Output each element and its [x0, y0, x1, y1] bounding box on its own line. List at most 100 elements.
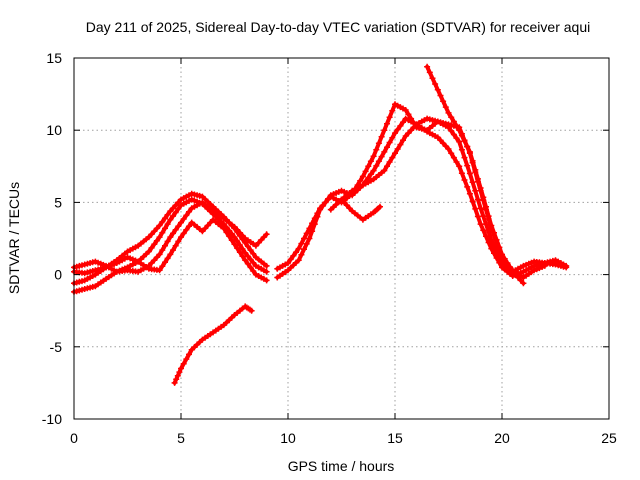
data-point-marker — [477, 205, 484, 212]
data-point-marker — [145, 248, 152, 255]
data-point-marker — [461, 138, 468, 144]
data-point-marker — [453, 159, 460, 165]
data-point-marker — [365, 163, 372, 170]
data-point-marker — [148, 244, 155, 251]
data-point-marker — [180, 230, 187, 237]
data-point-marker — [172, 226, 179, 233]
data-point-marker — [429, 75, 436, 82]
data-point-marker — [162, 225, 168, 232]
series-line — [425, 64, 526, 286]
data-point-marker — [311, 215, 318, 222]
data-point-marker — [456, 127, 463, 134]
data-point-marker — [164, 255, 171, 262]
data-point-marker — [180, 360, 187, 367]
data-point-marker — [236, 249, 243, 256]
data-point-marker — [263, 231, 270, 238]
x-tick-label: 5 — [177, 430, 185, 446]
data-point-marker — [373, 146, 380, 153]
data-point-marker — [466, 190, 473, 197]
x-tick-label: 0 — [70, 430, 78, 446]
data-point-marker — [183, 356, 190, 363]
data-point-marker — [164, 238, 171, 245]
data-point-marker — [164, 211, 171, 218]
data-point-marker — [170, 213, 176, 220]
data-point-marker — [171, 379, 178, 386]
data-point-marker — [303, 240, 310, 247]
data-point-marker — [464, 143, 471, 150]
data-point-marker — [287, 256, 294, 263]
data-point-marker — [162, 215, 168, 222]
data-point-marker — [402, 107, 409, 113]
data-point-marker — [239, 253, 246, 260]
y-tick-label: 15 — [46, 50, 62, 66]
data-point-marker — [176, 369, 183, 376]
data-point-marker — [448, 150, 455, 157]
series-track-9 — [338, 196, 383, 223]
data-point-marker — [445, 146, 452, 152]
data-point-marker — [223, 229, 230, 236]
data-point-marker — [247, 256, 254, 263]
data-point-marker — [263, 268, 270, 275]
data-point-marker — [359, 173, 366, 180]
data-point-marker — [293, 249, 299, 256]
data-point-marker — [381, 148, 388, 155]
data-point-marker — [400, 137, 406, 144]
x-tick-label: 25 — [601, 430, 617, 446]
x-axis-label: GPS time / hours — [288, 458, 395, 474]
data-point-marker — [183, 212, 190, 219]
data-point-marker — [375, 158, 382, 165]
data-point-marker — [263, 262, 270, 269]
data-point-marker — [162, 259, 168, 266]
data-point-marker — [445, 109, 452, 116]
data-point-marker — [357, 177, 364, 184]
data-point-marker — [375, 140, 382, 147]
y-tick-label: -5 — [50, 339, 63, 355]
data-point-marker — [464, 162, 471, 169]
data-point-marker — [159, 218, 166, 225]
data-point-marker — [384, 144, 390, 151]
data-point-marker — [370, 167, 377, 174]
data-point-marker — [408, 115, 415, 122]
data-point-marker — [432, 81, 439, 87]
series-line — [172, 304, 254, 385]
data-point-marker — [373, 162, 380, 169]
data-point-marker — [303, 230, 310, 237]
data-point-marker — [474, 196, 481, 203]
data-point-marker — [434, 86, 441, 93]
data-point-marker — [389, 134, 396, 141]
data-point-marker — [384, 163, 390, 170]
data-point-marker — [472, 205, 479, 212]
x-tick-label: 15 — [387, 430, 403, 446]
data-point-marker — [186, 208, 192, 215]
data-point-marker — [167, 251, 174, 258]
data-point-marker — [174, 372, 181, 379]
data-point-marker — [285, 260, 291, 266]
data-point-marker — [480, 227, 487, 234]
data-point-marker — [389, 154, 396, 161]
data-point-marker — [298, 240, 305, 247]
data-point-marker — [156, 222, 163, 229]
data-point-marker — [453, 135, 460, 142]
data-point-marker — [520, 280, 527, 287]
data-point-marker — [167, 234, 174, 241]
data-point-marker — [386, 159, 393, 165]
data-point-marker — [175, 223, 182, 230]
data-point-marker — [386, 139, 393, 146]
data-point-marker — [384, 120, 390, 127]
data-point-marker — [496, 244, 503, 251]
data-point-marker — [448, 114, 455, 121]
data-point-marker — [156, 251, 163, 258]
series-layer — [71, 63, 570, 386]
data-point-marker — [405, 111, 412, 118]
data-point-marker — [448, 127, 455, 134]
data-point-marker — [295, 257, 302, 264]
data-point-marker — [236, 242, 243, 248]
data-point-marker — [159, 263, 166, 270]
data-point-marker — [507, 264, 513, 271]
data-point-marker — [456, 138, 463, 145]
data-point-marker — [156, 267, 163, 274]
data-point-marker — [472, 187, 479, 194]
chart-title: Day 211 of 2025, Sidereal Day-to-day VTE… — [86, 19, 590, 35]
data-point-marker — [367, 171, 374, 178]
data-point-marker — [381, 127, 388, 134]
